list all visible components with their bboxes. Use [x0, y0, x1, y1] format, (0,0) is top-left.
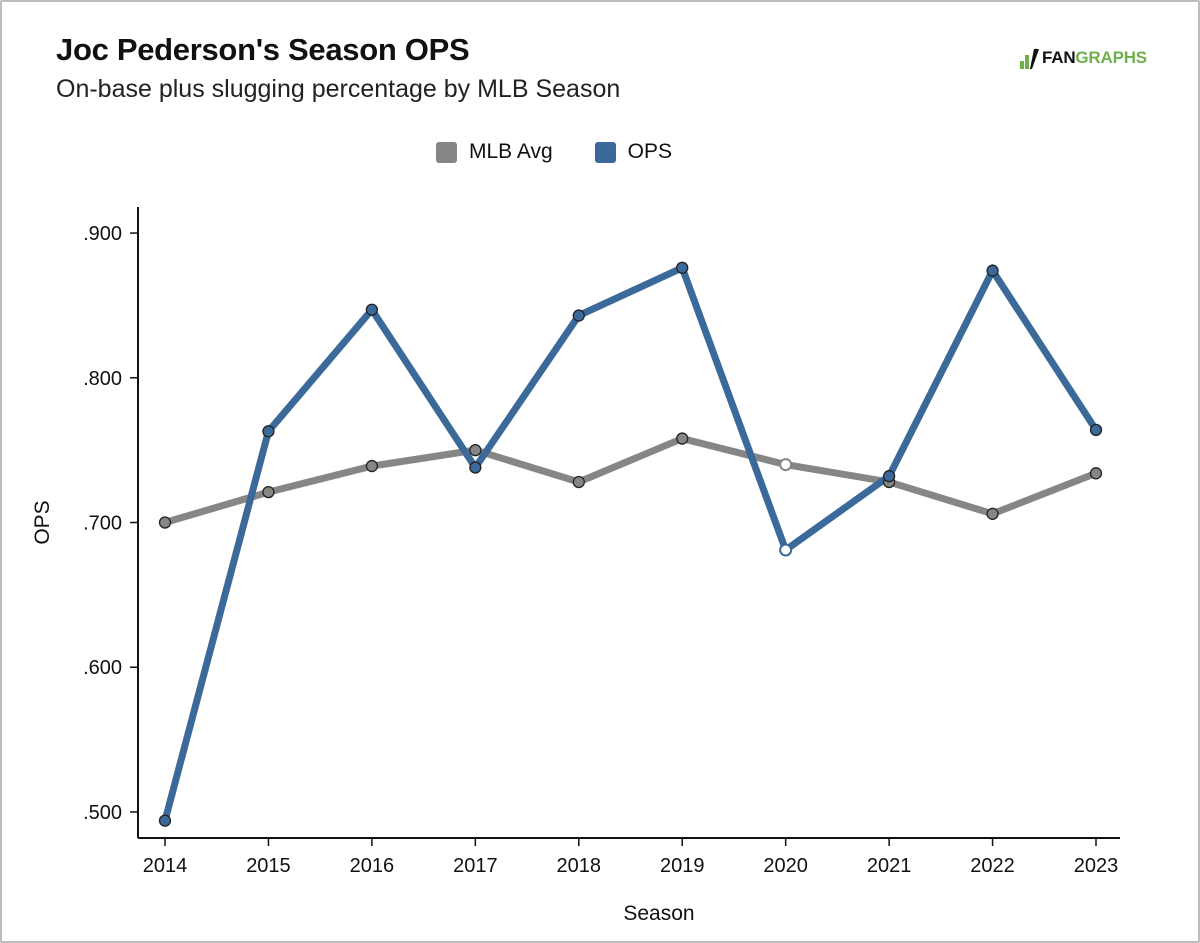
legend-swatch-mlb-avg: [436, 141, 457, 163]
logo-text-fan: FAN: [1042, 48, 1076, 67]
legend-item-ops[interactable]: OPS: [594, 140, 673, 164]
logo-text-graphs: GRAPHS: [1075, 48, 1147, 67]
x-tick-label: 2014: [143, 855, 188, 877]
legend-label-ops: OPS: [627, 140, 673, 163]
y-axis-title: OPS: [31, 500, 54, 544]
legend-item-mlb-avg[interactable]: MLB Avg: [436, 140, 553, 164]
data-point-ops-2015[interactable]: [262, 425, 275, 438]
data-point-ops-2019[interactable]: [676, 261, 689, 274]
x-tick-label: 2021: [867, 855, 912, 877]
data-point-ops-2021[interactable]: [882, 470, 896, 483]
legend-label-mlb-avg: MLB Avg: [469, 140, 553, 163]
x-tick-label: 2017: [453, 855, 498, 877]
y-tick-label: .900: [83, 223, 122, 245]
data-point-ops-2014[interactable]: [158, 814, 172, 827]
x-tick-label: 2015: [246, 855, 291, 877]
fangraphs-logo[interactable]: FANGRAPHS: [1020, 45, 1147, 71]
data-point-mlb-avg-2017[interactable]: [469, 443, 482, 457]
y-tick-label: .600: [83, 657, 122, 679]
data-point-mlb-avg-2014[interactable]: [158, 516, 172, 529]
chart-subtitle: On-base plus slugging percentage by MLB …: [56, 75, 621, 103]
data-point-mlb-avg-2020[interactable]: [779, 458, 793, 472]
data-point-ops-2016[interactable]: [365, 303, 379, 316]
x-tick-label: 2022: [970, 855, 1015, 877]
legend-swatch-ops: [594, 141, 616, 163]
data-point-ops-2020[interactable]: [779, 543, 793, 557]
data-point-mlb-avg-2016[interactable]: [365, 459, 379, 473]
series-line-ops: [161, 263, 1099, 822]
x-tick-label: 2018: [557, 855, 602, 877]
data-point-mlb-avg-2018[interactable]: [572, 475, 585, 489]
series-line-mlb-avg: [164, 434, 1098, 526]
data-point-mlb-avg-2019[interactable]: [676, 432, 689, 445]
x-tick-label: 2019: [660, 855, 705, 877]
y-tick-label: .800: [83, 368, 122, 390]
y-tick-label: .500: [83, 802, 122, 824]
data-point-mlb-avg-2023[interactable]: [1089, 467, 1103, 480]
data-point-mlb-avg-2022[interactable]: [986, 507, 999, 520]
data-point-ops-2017[interactable]: [469, 461, 482, 474]
x-tick-label: 2016: [350, 855, 395, 877]
data-point-mlb-avg-2015[interactable]: [262, 485, 275, 499]
x-tick-label: 2020: [763, 855, 808, 877]
chart-legend: MLB Avg OPS: [436, 140, 714, 164]
batter-icon: [1020, 48, 1039, 69]
x-tick-label: 2023: [1074, 855, 1119, 877]
data-point-ops-2023[interactable]: [1089, 423, 1103, 437]
y-tick-label: .700: [83, 513, 122, 535]
data-point-ops-2018[interactable]: [572, 309, 585, 322]
x-axis-title: Season: [623, 902, 694, 925]
chart-title: Joc Pederson's Season OPS: [56, 32, 470, 67]
data-point-ops-2022[interactable]: [986, 264, 999, 277]
